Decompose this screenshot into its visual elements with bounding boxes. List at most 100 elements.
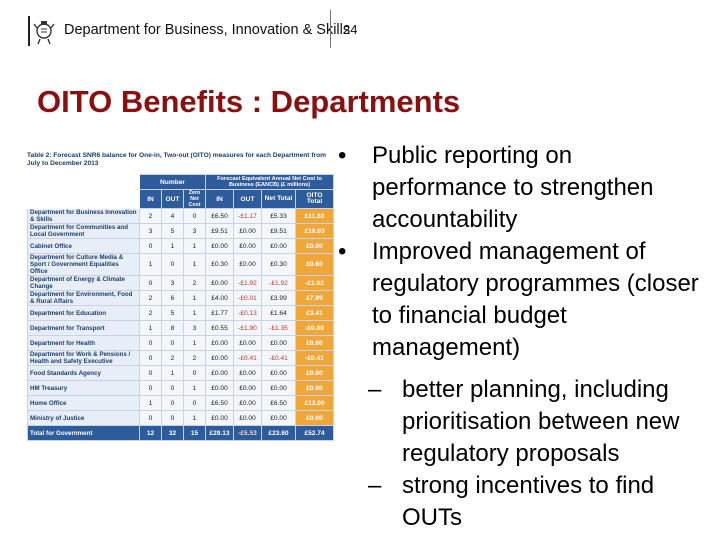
value-cell: £0.00 <box>233 335 263 351</box>
value-cell: 1 <box>161 238 184 254</box>
value-cell: £1.77 <box>205 305 235 321</box>
table-row: Department for Environment, Food & Rural… <box>27 290 335 306</box>
value-cell: £0.00 <box>295 335 335 351</box>
value-cell: 2 <box>182 275 207 291</box>
col-header-eancb-out: OUT <box>233 189 263 209</box>
value-cell: £19.03 <box>295 223 335 239</box>
value-cell: £23.60 <box>261 425 297 441</box>
col-header-number-in: IN <box>139 189 162 209</box>
department-cell: Ministry of Justice <box>27 410 140 426</box>
value-cell: £7.99 <box>295 290 335 306</box>
value-cell: 1 <box>139 320 162 336</box>
value-cell: 1 <box>182 238 207 254</box>
bullet-text: Improved management of regulatory progra… <box>372 238 699 361</box>
slide-header: Department for Business, Innovation & Sk… <box>0 0 720 70</box>
value-cell: -£1.92 <box>295 275 335 291</box>
table-corner-cell-2 <box>27 189 140 209</box>
value-cell: £0.30 <box>205 253 235 276</box>
sub-bullet-text: strong incentives to find OUTs <box>402 472 655 531</box>
value-cell: -£1.35 <box>261 320 297 336</box>
value-cell: £0.60 <box>295 253 335 276</box>
department-cell: Department for Transport <box>27 320 140 336</box>
table-row: Cabinet Office 0 1 1 £0.00 £0.00 £0.00 £0.00 <box>27 238 335 254</box>
value-cell: £0.00 <box>205 365 235 381</box>
value-cell: £0.00 <box>205 238 235 254</box>
value-cell: £9.51 <box>261 223 297 239</box>
value-cell: 1 <box>182 305 207 321</box>
value-cell: £0.00 <box>205 380 235 396</box>
value-cell: 5 <box>161 305 184 321</box>
value-cell: 2 <box>161 350 184 366</box>
value-cell: -£0.80 <box>295 320 335 336</box>
value-cell: 0 <box>139 365 162 381</box>
slide-title: OITO Benefits : Departments <box>37 84 461 119</box>
table-row: Department of Energy & Climate Change 0 3 2… <box>27 275 335 291</box>
value-cell: £9.51 <box>205 223 235 239</box>
value-cell: -£1.17 <box>233 208 263 224</box>
department-cell: Department for Education <box>27 305 140 321</box>
col-header-number-out: OUT <box>161 189 184 209</box>
value-cell: 0 <box>182 208 207 224</box>
department-name: Department for Business, Innovation & Sk… <box>64 22 351 38</box>
sub-bullet-marker: – <box>368 472 382 499</box>
value-cell: 0 <box>182 365 207 381</box>
group-header-number: Number <box>138 174 207 190</box>
header-divider <box>28 16 30 46</box>
value-cell: £0.00 <box>205 350 235 366</box>
department-cell: HM Treasury <box>27 380 140 396</box>
value-cell: -£1.92 <box>261 275 297 291</box>
value-cell: 32 <box>161 425 184 441</box>
value-cell: 8 <box>161 320 184 336</box>
table-corner-cell <box>27 174 140 190</box>
table-row: Department for Work & Pensions / Health … <box>27 350 335 366</box>
department-cell: Department of Energy & Climate Change <box>27 275 140 291</box>
table-row: HM Treasury 0 0 1 £0.00 £0.00 £0.00 £0.00 <box>27 380 335 396</box>
col-header-net-total: Net Total <box>261 189 297 209</box>
value-cell: £6.50 <box>205 208 235 224</box>
department-cell: Cabinet Office <box>27 238 140 254</box>
value-cell: 0 <box>139 335 162 351</box>
value-cell: 1 <box>182 380 207 396</box>
value-cell: £13.00 <box>295 395 335 411</box>
value-cell: 3 <box>182 223 207 239</box>
sub-bullet-marker: – <box>368 376 382 403</box>
value-cell: 0 <box>161 253 184 276</box>
value-cell: 2 <box>182 350 207 366</box>
value-cell: 1 <box>182 410 207 426</box>
department-cell: Food Standards Agency <box>27 365 140 381</box>
group-header-eancb: Forecast Equivalent Annual Net Cost to B… <box>205 174 335 190</box>
value-cell: -£1.90 <box>233 320 263 336</box>
value-cell: 0 <box>139 238 162 254</box>
bullet-marker: • <box>338 238 347 265</box>
value-cell: £0.00 <box>233 380 263 396</box>
page-number: 24 <box>343 22 358 37</box>
value-cell: 0 <box>139 350 162 366</box>
value-cell: £0.00 <box>205 410 235 426</box>
table-row: Department for Education 2 5 1 £1.77 -£0.13 £1… <box>27 305 335 321</box>
value-cell: 0 <box>161 410 184 426</box>
oito-table: Number Forecast Equivalent Annual Net Co… <box>27 174 335 441</box>
col-header-oito-total: OITO Total <box>295 189 335 209</box>
value-cell: £3.41 <box>295 305 335 321</box>
value-cell: 1 <box>182 335 207 351</box>
value-cell: £0.00 <box>295 365 335 381</box>
value-cell: -£0.41 <box>261 350 297 366</box>
value-cell: 2 <box>139 305 162 321</box>
bullet-item: • Improved management of regulatory prog… <box>338 236 710 364</box>
department-cell: Department for Health <box>27 335 140 351</box>
value-cell: -£0.13 <box>233 305 263 321</box>
table-row: Department for Culture Media & Sport / G… <box>27 253 335 276</box>
department-cell: Department for Business Innovation & Ski… <box>27 208 140 224</box>
table-total-row: Total for Government 12 32 15 £29.13 -£5.53 £2… <box>27 425 335 441</box>
department-cell: Total for Government <box>27 425 140 441</box>
value-cell: 1 <box>139 253 162 276</box>
value-cell: £0.00 <box>295 380 335 396</box>
value-cell: -£0.41 <box>233 350 263 366</box>
value-cell: £29.13 <box>205 425 235 441</box>
value-cell: 0 <box>161 335 184 351</box>
value-cell: -£0.01 <box>233 290 263 306</box>
value-cell: 6 <box>161 290 184 306</box>
value-cell: £4.00 <box>205 290 235 306</box>
value-cell: -£0.41 <box>295 350 335 366</box>
value-cell: £0.00 <box>233 410 263 426</box>
